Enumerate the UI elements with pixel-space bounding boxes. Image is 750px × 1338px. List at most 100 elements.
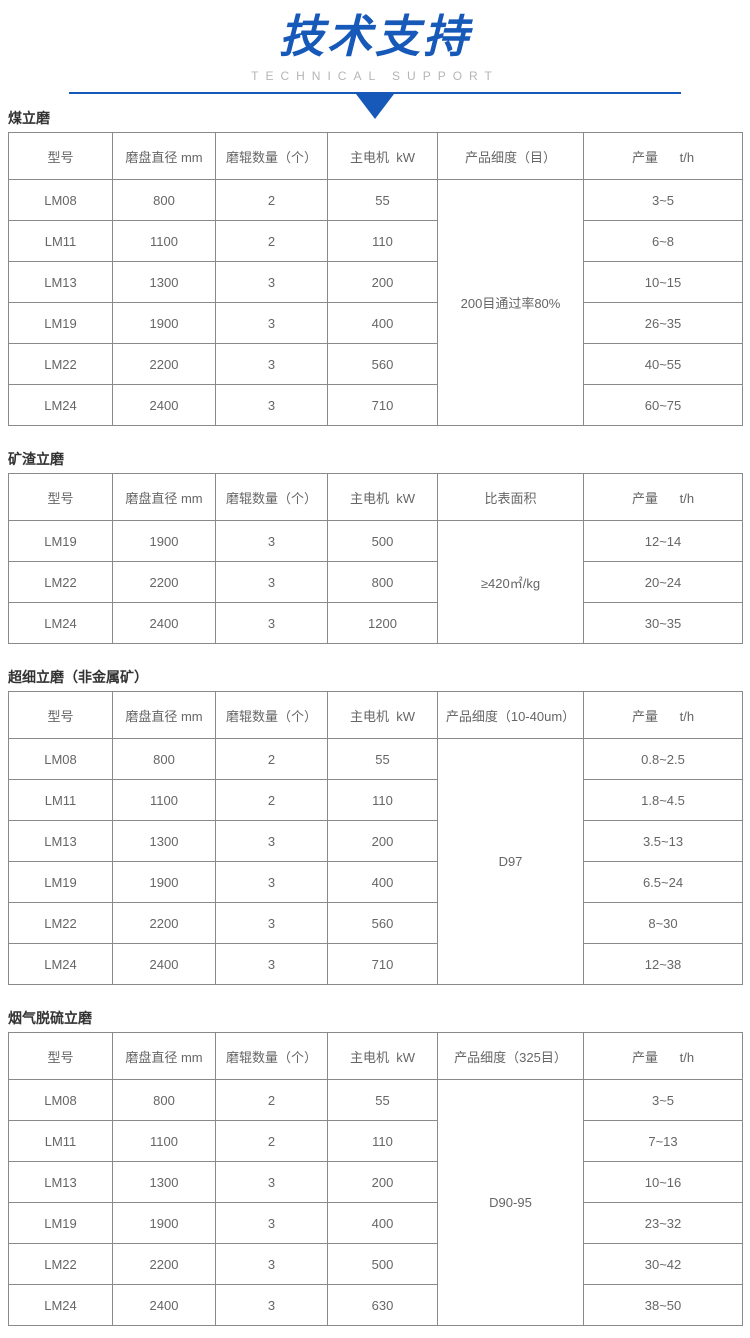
header-divider [69, 92, 681, 119]
col-header-capacity: 产量 t/h [583, 1032, 743, 1080]
cell-capacity: 60~75 [583, 384, 743, 426]
cell-model: LM11 [8, 779, 113, 821]
table-row: LM22 2200 3 800 20~24 [8, 561, 743, 603]
cell-model: LM13 [8, 261, 113, 303]
col-header-fineness: 产品细度（目） [437, 132, 584, 180]
cell-model: LM11 [8, 1120, 113, 1162]
col-header-disc-diameter: 磨盘直径 mm [112, 1032, 216, 1080]
cell-capacity: 3~5 [583, 179, 743, 221]
col-header-roller-count: 磨辊数量（个） [215, 691, 328, 739]
header-row: 型号 磨盘直径 mm 磨辊数量（个） 主电机 kW 产品细度（325目） 产量 … [8, 1032, 743, 1080]
table-row: LM08 800 2 55 D97 0.8~2.5 [8, 738, 743, 985]
cell-capacity: 1.8~4.5 [583, 779, 743, 821]
section-title-ultrafine-mill: 超细立磨（非金属矿） [8, 669, 148, 685]
cell-model: LM22 [8, 902, 113, 944]
section-title-fgd-mill: 烟气脱硫立磨 [8, 1010, 92, 1026]
col-header-capacity: 产量 t/h [583, 473, 743, 521]
cell-model: LM19 [8, 520, 113, 562]
col-header-main-motor: 主电机 kW [327, 691, 438, 739]
cell-motor: 560 [327, 902, 438, 944]
cell-diameter: 2400 [112, 943, 216, 985]
cell-diameter: 800 [112, 738, 216, 780]
col-header-fineness: 产品细度（10-40um） [437, 691, 584, 739]
cell-capacity: 8~30 [583, 902, 743, 944]
col-header-roller-count: 磨辊数量（个） [215, 132, 328, 180]
cell-model: LM22 [8, 343, 113, 385]
col-header-model: 型号 [8, 132, 113, 180]
section-title-slag-mill: 矿渣立磨 [8, 451, 64, 467]
cell-capacity: 40~55 [583, 343, 743, 385]
cell-motor: 800 [327, 561, 438, 603]
table-row: LM22 2200 3 500 30~42 [8, 1243, 743, 1285]
cell-motor: 710 [327, 943, 438, 985]
col-header-disc-diameter: 磨盘直径 mm [112, 132, 216, 180]
cell-diameter: 1900 [112, 520, 216, 562]
table-row: LM13 1300 3 200 3.5~13 [8, 820, 743, 862]
table-row: LM19 1900 3 400 26~35 [8, 302, 743, 344]
cell-fineness-merged: ≥420㎡/kg [437, 520, 584, 644]
col-header-disc-diameter: 磨盘直径 mm [112, 473, 216, 521]
cell-capacity: 7~13 [583, 1120, 743, 1162]
table-row: LM13 1300 3 200 10~15 [8, 261, 743, 303]
page-subtitle: TECHNICAL SUPPORT [251, 69, 499, 83]
cell-diameter: 1300 [112, 261, 216, 303]
cell-rollers: 2 [215, 738, 328, 780]
header-row: 型号 磨盘直径 mm 磨辊数量（个） 主电机 kW 产品细度（目） 产量 t/h [8, 132, 743, 180]
table-row: LM24 2400 3 710 60~75 [8, 384, 743, 426]
cell-model: LM08 [8, 179, 113, 221]
col-header-model: 型号 [8, 691, 113, 739]
cell-diameter: 1100 [112, 779, 216, 821]
cell-model: LM24 [8, 602, 113, 644]
table-row: LM11 1100 2 110 1.8~4.5 [8, 779, 743, 821]
cell-model: LM24 [8, 384, 113, 426]
cell-capacity: 6.5~24 [583, 861, 743, 903]
cell-diameter: 800 [112, 1079, 216, 1121]
cell-rollers: 3 [215, 520, 328, 562]
cell-rollers: 2 [215, 1079, 328, 1121]
cell-diameter: 1300 [112, 820, 216, 862]
table-row: LM24 2400 3 710 12~38 [8, 943, 743, 985]
col-header-roller-count: 磨辊数量（个） [215, 1032, 328, 1080]
cell-motor: 1200 [327, 602, 438, 644]
section-title-coal-mill: 煤立磨 [8, 110, 50, 126]
table-row: LM19 1900 3 400 6.5~24 [8, 861, 743, 903]
cell-model: LM13 [8, 1161, 113, 1203]
cell-motor: 200 [327, 261, 438, 303]
cell-rollers: 3 [215, 1243, 328, 1285]
cell-motor: 55 [327, 738, 438, 780]
cell-motor: 400 [327, 861, 438, 903]
cell-diameter: 1100 [112, 220, 216, 262]
cell-motor: 110 [327, 779, 438, 821]
cell-capacity: 30~35 [583, 602, 743, 644]
table-row: LM19 1900 3 500 ≥420㎡/kg 12~14 [8, 520, 743, 644]
table-row: LM13 1300 3 200 10~16 [8, 1161, 743, 1203]
cell-motor: 500 [327, 520, 438, 562]
cell-fineness-merged: D90-95 [437, 1079, 584, 1326]
table-row: LM08 800 2 55 200目通过率80% 3~5 [8, 179, 743, 426]
content-area: 煤立磨 型号 磨盘直径 mm 磨辊数量（个） 主电机 kW 产品细度（目） 产量… [0, 109, 750, 1338]
col-header-fineness: 产品细度（325目） [437, 1032, 584, 1080]
table-row: LM24 2400 3 630 38~50 [8, 1284, 743, 1326]
col-header-main-motor: 主电机 kW [327, 1032, 438, 1080]
page-title: 技术支持 [278, 11, 471, 62]
cell-diameter: 1900 [112, 861, 216, 903]
cell-capacity: 30~42 [583, 1243, 743, 1285]
cell-model: LM11 [8, 220, 113, 262]
spec-table-fgd-mill: 型号 磨盘直径 mm 磨辊数量（个） 主电机 kW 产品细度（325目） 产量 … [8, 1032, 743, 1326]
arrow-down-icon [356, 94, 394, 119]
cell-model: LM22 [8, 561, 113, 603]
cell-diameter: 1900 [112, 1202, 216, 1244]
cell-capacity: 12~38 [583, 943, 743, 985]
spec-table-ultrafine-mill: 型号 磨盘直径 mm 磨辊数量（个） 主电机 kW 产品细度（10-40um） … [8, 691, 743, 985]
cell-rollers: 2 [215, 179, 328, 221]
table-row: LM11 1100 2 110 7~13 [8, 1120, 743, 1162]
cell-capacity: 20~24 [583, 561, 743, 603]
cell-motor: 200 [327, 1161, 438, 1203]
cell-motor: 630 [327, 1284, 438, 1326]
cell-motor: 710 [327, 384, 438, 426]
cell-model: LM22 [8, 1243, 113, 1285]
cell-capacity: 23~32 [583, 1202, 743, 1244]
cell-rollers: 3 [215, 1202, 328, 1244]
header-row: 型号 磨盘直径 mm 磨辊数量（个） 主电机 kW 产品细度（10-40um） … [8, 691, 743, 739]
cell-motor: 110 [327, 1120, 438, 1162]
